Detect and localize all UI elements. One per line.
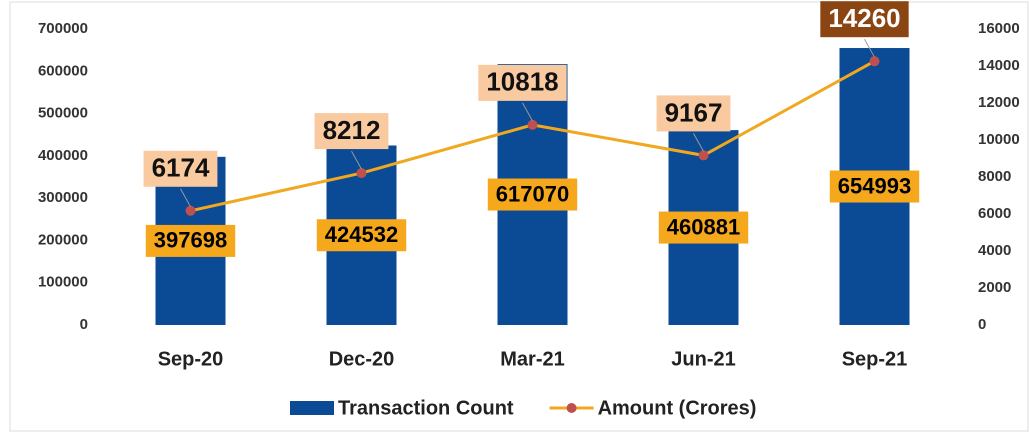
- y2-tick-label: 0: [978, 316, 986, 333]
- y2-tick-label: 6000: [978, 205, 1011, 222]
- marker: [356, 168, 367, 179]
- marker: [527, 119, 538, 130]
- line-label-box: [820, 1, 909, 38]
- line-label-text: 14260: [828, 3, 900, 33]
- bar-label: 397698: [145, 224, 236, 257]
- y2-tick-label: 14000: [978, 57, 1020, 74]
- bar-label: 617070: [487, 178, 578, 211]
- y-tick-label: 700000: [38, 20, 88, 37]
- y2-tick-label: 2000: [978, 279, 1011, 296]
- bar-label-box: [487, 178, 578, 211]
- bar-label-text: 397698: [154, 228, 227, 253]
- y-tick-label: 600000: [38, 62, 88, 79]
- bar-label-box: [316, 219, 407, 252]
- y-tick-label: 500000: [38, 105, 88, 122]
- line-label: 10818: [478, 64, 567, 101]
- bar-label-box: [829, 170, 920, 203]
- bar-label: 424532: [316, 219, 407, 252]
- y2-tick-label: 10000: [978, 131, 1020, 148]
- marker: [698, 150, 709, 161]
- leader-line: [351, 150, 362, 170]
- leader-line: [693, 133, 704, 152]
- line-label: 9167: [656, 95, 731, 132]
- y2-tick-label: 12000: [978, 94, 1020, 111]
- y-tick-label: 0: [80, 316, 88, 333]
- bar-label-text: 424532: [325, 222, 398, 247]
- line-label-box: [478, 64, 567, 101]
- legend-swatch: [290, 401, 334, 415]
- x-tick-label: Mar-21: [500, 348, 564, 370]
- line-label-box: [143, 150, 218, 187]
- legend-label: Transaction Count: [338, 397, 514, 419]
- bar-label: 654993: [829, 170, 920, 203]
- line-label-box: [314, 113, 389, 150]
- bar-label-box: [145, 224, 236, 257]
- line-label-text: 8212: [323, 115, 381, 145]
- y-tick-label: 200000: [38, 231, 88, 248]
- y-tick-label: 400000: [38, 147, 88, 164]
- x-tick-label: Jun-21: [671, 348, 735, 370]
- line-label: 8212: [314, 113, 389, 150]
- leader-line: [864, 38, 875, 58]
- y-tick-label: 100000: [38, 274, 88, 291]
- line-label-text: 6174: [152, 153, 210, 183]
- leader-line: [522, 102, 533, 122]
- y2-tick-label: 4000: [978, 242, 1011, 259]
- bar-label-box: [658, 211, 749, 244]
- x-tick-label: Sep-20: [158, 348, 224, 370]
- y-tick-label: 300000: [38, 189, 88, 206]
- legend-label: Amount (Crores): [598, 397, 757, 419]
- line-label: 6174: [143, 150, 218, 187]
- marker: [185, 205, 196, 216]
- line-label-text: 9167: [665, 97, 723, 127]
- x-tick-label: Dec-20: [329, 348, 395, 370]
- legend-marker: [566, 403, 577, 413]
- y2-tick-label: 8000: [978, 168, 1011, 185]
- line-label: 14260: [820, 1, 909, 38]
- y2-tick-label: 16000: [978, 20, 1020, 37]
- bar-label-text: 617070: [496, 181, 569, 206]
- line-label-box: [656, 95, 731, 132]
- leader-line: [180, 188, 191, 208]
- bar-label-text: 460881: [667, 214, 740, 239]
- x-tick-label: Sep-21: [842, 348, 908, 370]
- bar-label-text: 654993: [838, 173, 911, 198]
- bar-label: 460881: [658, 211, 749, 244]
- line-label-text: 10818: [486, 67, 558, 97]
- marker: [869, 56, 880, 67]
